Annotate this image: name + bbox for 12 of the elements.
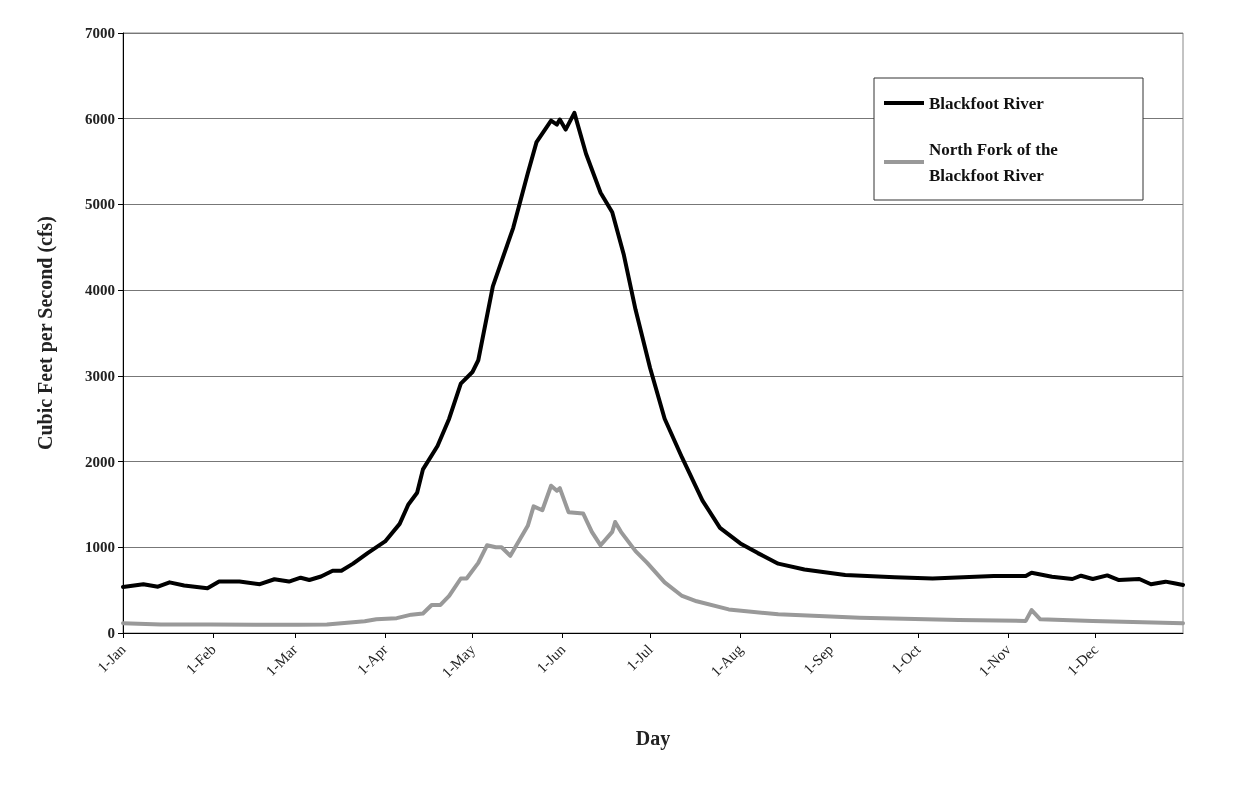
legend-label: North Fork of the Blackfoot River [929,139,1063,185]
y-tick-label: 0 [107,625,115,641]
y-axis-title: Cubic Feet per Second (cfs) [34,215,57,451]
y-tick-label: 3000 [85,367,115,384]
y-tick-label: 2000 [85,453,115,470]
y-tick-label: 4000 [85,282,115,299]
legend-label: Blackfoot River [929,93,1045,113]
y-tick-label: 1000 [85,539,115,556]
x-axis-title: Day [635,727,671,750]
y-tick-label: 7000 [85,25,115,41]
y-tick-label: 5000 [85,196,115,213]
y-tick-label: 6000 [85,110,115,127]
